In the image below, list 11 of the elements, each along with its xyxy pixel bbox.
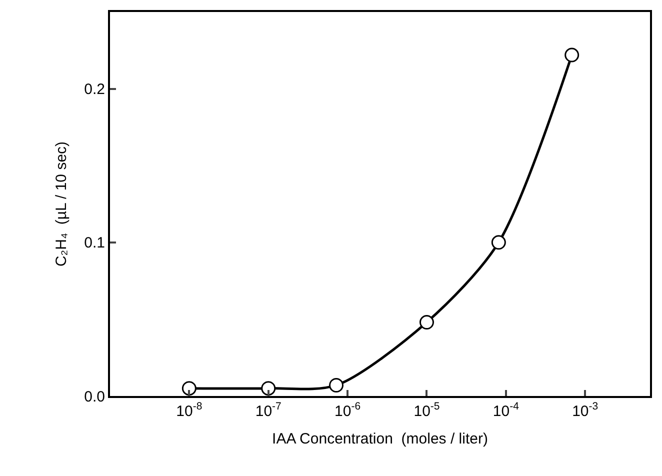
x-tick-label: 10$^{-5}$ (414, 400, 440, 420)
y-tick-label: 0.0 (84, 388, 105, 406)
x-tick-label: 10$^{-3}$ (572, 400, 598, 420)
x-axis-title: IAA Concentration (moles / liter) (272, 430, 488, 448)
x-tick-label: 10$^{-7}$ (255, 400, 282, 420)
x-tick-label: 10$^{-6}$ (334, 400, 361, 420)
x-tick-label: 10$^{-4}$ (492, 400, 520, 420)
y-tick-label: 0.1 (84, 234, 105, 252)
y-tick-label: 0.2 (84, 81, 105, 98)
y-axis-title: C₂H₄ (µL / 10 sec) (52, 141, 70, 267)
x-tick-label: 10$^{-8}$ (176, 400, 202, 420)
